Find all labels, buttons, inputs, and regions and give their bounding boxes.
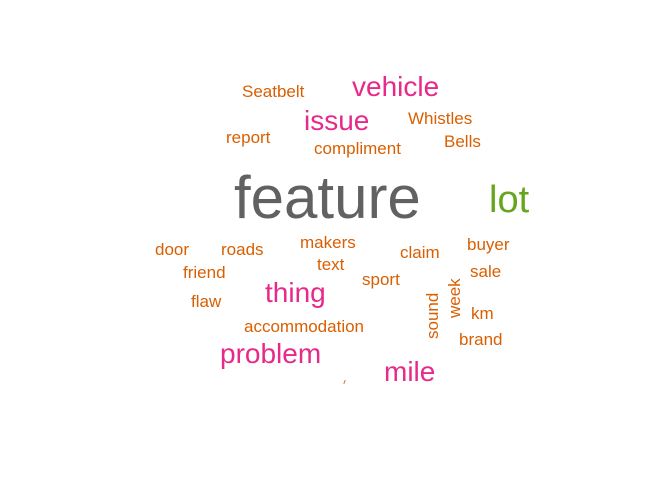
word-bells: Bells xyxy=(444,132,481,151)
word-report: report xyxy=(226,128,271,147)
word-mile: mile xyxy=(384,356,436,387)
word-whistles: Whistles xyxy=(408,109,473,128)
word-accommodation: accommodation xyxy=(244,317,365,336)
word-issue: issue xyxy=(304,105,370,136)
word-friend: friend xyxy=(183,263,226,282)
word-vehicle: vehicle xyxy=(352,71,440,102)
word-roads: roads xyxy=(221,240,264,259)
word-lot: lot xyxy=(489,179,530,221)
word-compliment: compliment xyxy=(314,139,401,158)
word-claim: claim xyxy=(400,243,440,262)
word-km: km xyxy=(471,304,494,323)
word-sport: sport xyxy=(362,270,400,289)
word-week: week xyxy=(445,278,464,318)
word-makers: makers xyxy=(300,233,356,252)
word-seatbelt: Seatbelt xyxy=(242,82,305,101)
small-tick-mark xyxy=(343,379,346,385)
word-feature: feature xyxy=(234,164,421,231)
word-flaw: flaw xyxy=(191,292,222,311)
word-door: door xyxy=(155,240,190,259)
word-text: text xyxy=(317,255,345,274)
word-buyer: buyer xyxy=(467,235,510,254)
word-brand: brand xyxy=(459,330,503,349)
word-sound: sound xyxy=(423,292,442,339)
word-problem: problem xyxy=(220,338,322,369)
word-thing: thing xyxy=(265,277,326,308)
word-sale: sale xyxy=(470,262,502,281)
